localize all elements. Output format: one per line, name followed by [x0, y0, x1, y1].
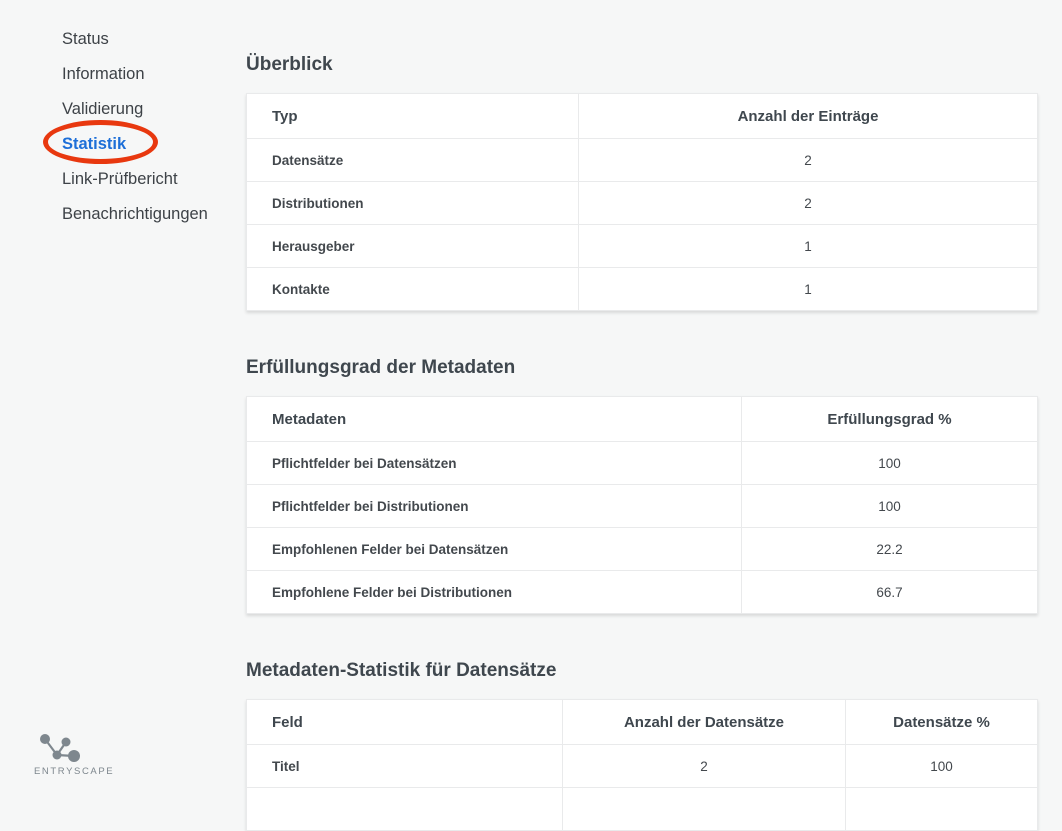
dataset-stats-table: Feld Anzahl der Datensätze Datensätze % …	[246, 699, 1038, 831]
sidebar-item-benachrichtigungen[interactable]: Benachrichtigungen	[62, 205, 208, 223]
section-dataset-stats: Metadaten-Statistik für Datensätze Feld …	[246, 659, 1038, 831]
sidebar-item-statistik[interactable]: Statistik	[62, 135, 127, 153]
column-header-erfuellungsgrad: Erfüllungsgrad %	[741, 396, 1038, 442]
row-value: 2	[578, 181, 1038, 225]
row-label: Empfohlene Felder bei Distributionen	[246, 570, 742, 614]
row-count: 2	[562, 744, 846, 788]
section-title-dataset-stats: Metadaten-Statistik für Datensätze	[246, 660, 557, 681]
row-value: 66.7	[741, 570, 1038, 614]
table-row: Empfohlenen Felder bei Datensätzen 22.2	[246, 527, 1038, 571]
sidebar-item-link-pruefbericht[interactable]: Link-Prüfbericht	[62, 170, 178, 188]
row-value: 22.2	[741, 527, 1038, 571]
row-label: Kontakte	[246, 267, 579, 311]
row-value: 1	[578, 267, 1038, 311]
sidebar-nav: Status Information Validierung Statistik…	[62, 22, 208, 232]
table-row: Datensätze 2	[246, 138, 1038, 182]
entryscape-logo: ENTRYSCAPE	[34, 733, 115, 777]
table-row-partial	[246, 787, 1038, 831]
table-row: Pflichtfelder bei Datensätzen 100	[246, 441, 1038, 485]
row-percent: 100	[845, 744, 1038, 788]
table-header-row: Typ Anzahl der Einträge	[246, 93, 1038, 139]
column-header-anzahl-eintraege: Anzahl der Einträge	[578, 93, 1038, 139]
entryscape-logo-text: ENTRYSCAPE	[34, 766, 115, 777]
section-overview: Überblick Typ Anzahl der Einträge Datens…	[246, 53, 1038, 311]
row-value: 1	[578, 224, 1038, 268]
sidebar-item-information[interactable]: Information	[62, 65, 145, 83]
column-header-datensaetze-prozent: Datensätze %	[845, 699, 1038, 745]
row-label: Herausgeber	[246, 224, 579, 268]
overview-table: Typ Anzahl der Einträge Datensätze 2 Dis…	[246, 93, 1038, 311]
table-row: Kontakte 1	[246, 267, 1038, 311]
column-header-feld: Feld	[246, 699, 563, 745]
section-title-overview: Überblick	[246, 54, 333, 75]
row-label: Distributionen	[246, 181, 579, 225]
row-label: Datensätze	[246, 138, 579, 182]
row-value: 100	[741, 484, 1038, 528]
row-label: Empfohlenen Felder bei Datensätzen	[246, 527, 742, 571]
row-label: Pflichtfelder bei Datensätzen	[246, 441, 742, 485]
table-row: Empfohlene Felder bei Distributionen 66.…	[246, 570, 1038, 614]
sidebar-item-status[interactable]: Status	[62, 30, 109, 48]
sidebar-item-validierung[interactable]: Validierung	[62, 100, 144, 118]
statistics-page: Überblick Typ Anzahl der Einträge Datens…	[246, 0, 1038, 831]
row-label: Pflichtfelder bei Distributionen	[246, 484, 742, 528]
fulfillment-table: Metadaten Erfüllungsgrad % Pflichtfelder…	[246, 396, 1038, 614]
table-header-row: Metadaten Erfüllungsgrad %	[246, 396, 1038, 442]
sidebar: Status Information Validierung Statistik…	[0, 0, 240, 795]
column-header-metadaten: Metadaten	[246, 396, 742, 442]
row-label: Titel	[246, 744, 563, 788]
row-value: 2	[578, 138, 1038, 182]
section-fulfillment: Erfüllungsgrad der Metadaten Metadaten E…	[246, 356, 1038, 614]
column-header-anzahl-datensaetze: Anzahl der Datensätze	[562, 699, 846, 745]
section-title-fulfillment: Erfüllungsgrad der Metadaten	[246, 357, 516, 378]
table-row: Distributionen 2	[246, 181, 1038, 225]
table-row: Herausgeber 1	[246, 224, 1038, 268]
table-row: Pflichtfelder bei Distributionen 100	[246, 484, 1038, 528]
table-header-row: Feld Anzahl der Datensätze Datensätze %	[246, 699, 1038, 745]
column-header-typ: Typ	[246, 93, 579, 139]
table-row: Titel 2 100	[246, 744, 1038, 788]
entryscape-logo-icon	[40, 734, 80, 762]
row-value: 100	[741, 441, 1038, 485]
